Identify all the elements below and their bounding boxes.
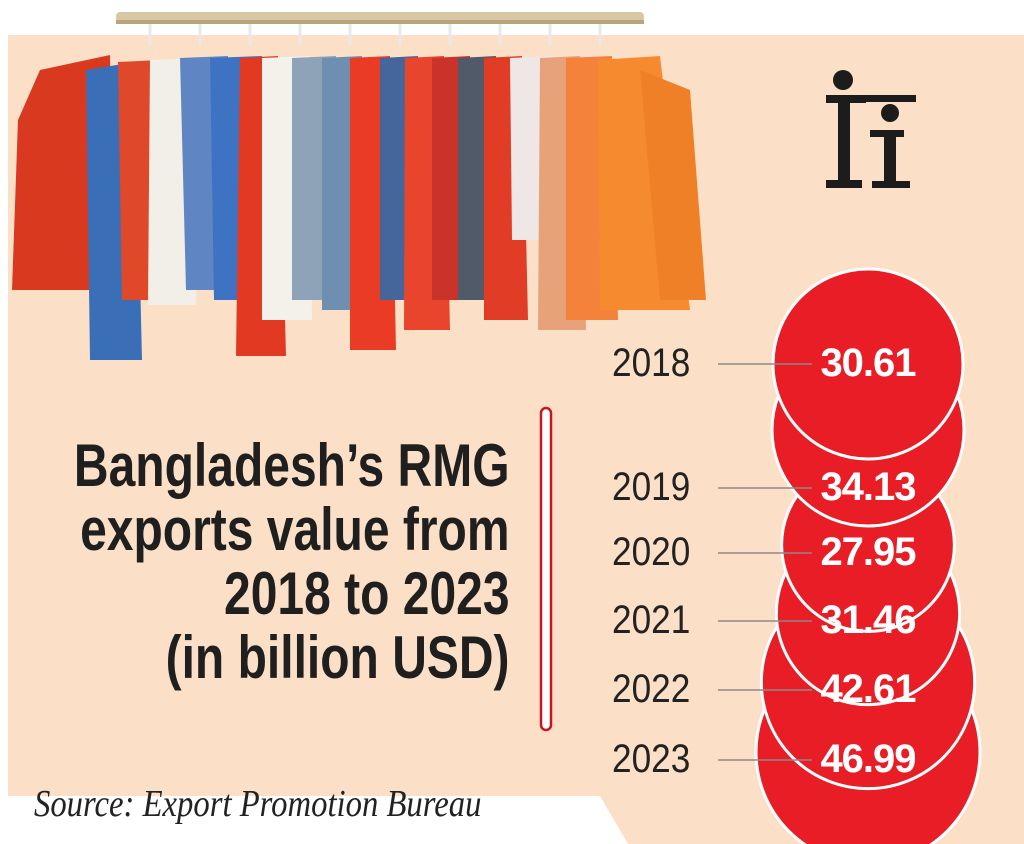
- bubble-group: [754, 267, 982, 844]
- source-note: Source: Export Promotion Bureau: [34, 783, 482, 825]
- value-label-2020: 27.95: [820, 530, 916, 574]
- value-label-2019: 34.13: [820, 465, 916, 509]
- title-line: 2018 to 2023: [224, 560, 510, 627]
- divider-line: [539, 406, 553, 732]
- year-label-2021: 2021: [612, 598, 691, 642]
- value-label-2023: 46.99: [820, 737, 916, 781]
- year-label-2020: 2020: [612, 530, 691, 574]
- value-label-2018: 30.61: [820, 341, 916, 385]
- title-line: (in billion USD): [166, 624, 510, 691]
- value-label-2021: 31.46: [820, 598, 916, 642]
- year-label-2023: 2023: [612, 737, 691, 781]
- year-label-2022: 2022: [612, 667, 691, 711]
- title-line: Bangladesh’s RMG: [74, 432, 510, 499]
- value-label-2022: 42.61: [820, 667, 916, 711]
- leader-line-group: [718, 363, 812, 761]
- year-label-2018: 2018: [612, 341, 691, 385]
- ti-logo-icon: [826, 70, 916, 188]
- clothes-rack-icon: [12, 12, 706, 360]
- year-label-2019: 2019: [612, 465, 691, 509]
- title-line: exports value from: [80, 496, 510, 563]
- chart-title: Bangladesh’s RMG exports value from 2018…: [74, 434, 510, 690]
